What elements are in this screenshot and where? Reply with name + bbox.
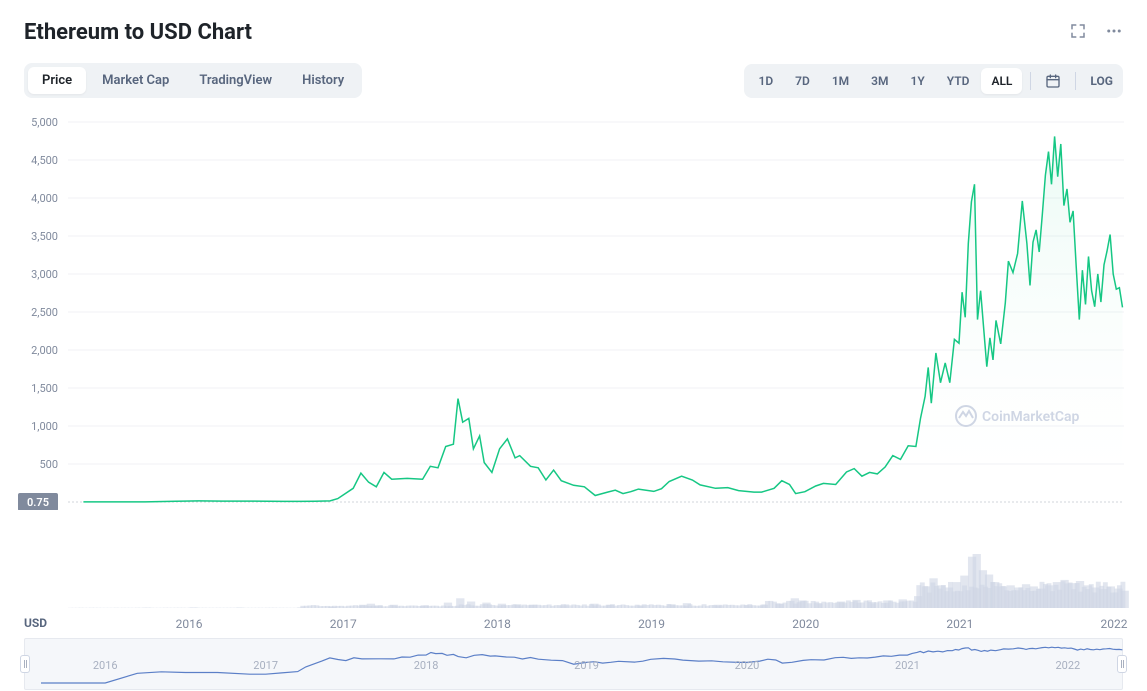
- svg-text:2,000: 2,000: [31, 344, 58, 357]
- divider: [1030, 72, 1031, 90]
- svg-text:2020: 2020: [792, 617, 819, 631]
- svg-text:2022: 2022: [1055, 659, 1080, 672]
- tab-hist[interactable]: History: [288, 67, 358, 94]
- calendar-icon[interactable]: [1039, 69, 1067, 93]
- page-title: Ethereum to USD Chart: [24, 20, 252, 45]
- svg-text:3,000: 3,000: [31, 268, 58, 281]
- scrubber-handle-right[interactable]: [1117, 655, 1127, 673]
- range-1m[interactable]: 1M: [822, 68, 859, 94]
- svg-text:1,500: 1,500: [31, 382, 58, 395]
- range-group: 1D7D1M3M1YYTDALL LOG: [744, 64, 1123, 98]
- chart-tabs: PriceMarket CapTradingViewHistory: [24, 63, 362, 98]
- range-1d[interactable]: 1D: [748, 68, 783, 94]
- range-all[interactable]: ALL: [981, 68, 1022, 94]
- svg-text:4,000: 4,000: [31, 192, 58, 205]
- range-3m[interactable]: 3M: [861, 68, 898, 94]
- svg-text:2021: 2021: [946, 617, 973, 631]
- svg-text:2020: 2020: [735, 659, 760, 672]
- tab-price[interactable]: Price: [28, 67, 86, 94]
- svg-text:4,500: 4,500: [31, 154, 58, 167]
- svg-text:0.75: 0.75: [27, 496, 49, 509]
- range-scrubber[interactable]: 2016 2017 2018 2019 2020 2021 2022: [24, 638, 1123, 690]
- svg-text:CoinMarketCap: CoinMarketCap: [982, 409, 1080, 425]
- scrubber-handle-left[interactable]: [20, 655, 30, 673]
- svg-text:2,500: 2,500: [31, 306, 58, 319]
- svg-text:2021: 2021: [895, 659, 920, 672]
- divider: [1075, 72, 1076, 90]
- svg-text:2016: 2016: [176, 617, 203, 631]
- svg-text:500: 500: [39, 458, 58, 471]
- tab-mcap[interactable]: Market Cap: [88, 67, 183, 94]
- more-icon[interactable]: [1105, 22, 1123, 44]
- svg-text:2016: 2016: [93, 659, 118, 672]
- range-ytd[interactable]: YTD: [937, 68, 980, 94]
- svg-text:2017: 2017: [330, 617, 357, 631]
- tab-tv[interactable]: TradingView: [185, 67, 286, 94]
- volume-chart: [0, 550, 1147, 612]
- svg-text:2022: 2022: [1101, 617, 1128, 631]
- svg-text:2019: 2019: [638, 617, 665, 631]
- scale-toggle[interactable]: LOG: [1084, 74, 1119, 88]
- svg-text:2017: 2017: [253, 659, 278, 672]
- price-chart[interactable]: 500 1,000 1,500 2,000 2,500 3,000 3,500 4,000 4,…: [0, 110, 1147, 550]
- range-1y[interactable]: 1Y: [901, 68, 935, 94]
- range-7d[interactable]: 7D: [785, 68, 820, 94]
- svg-text:2019: 2019: [574, 659, 599, 672]
- svg-text:2018: 2018: [414, 659, 439, 672]
- currency-label: USD: [24, 616, 68, 630]
- fullscreen-icon[interactable]: [1069, 22, 1087, 44]
- svg-text:2018: 2018: [484, 617, 511, 631]
- svg-text:5,000: 5,000: [31, 116, 58, 129]
- svg-text:1,000: 1,000: [31, 420, 58, 433]
- svg-text:3,500: 3,500: [31, 230, 58, 243]
